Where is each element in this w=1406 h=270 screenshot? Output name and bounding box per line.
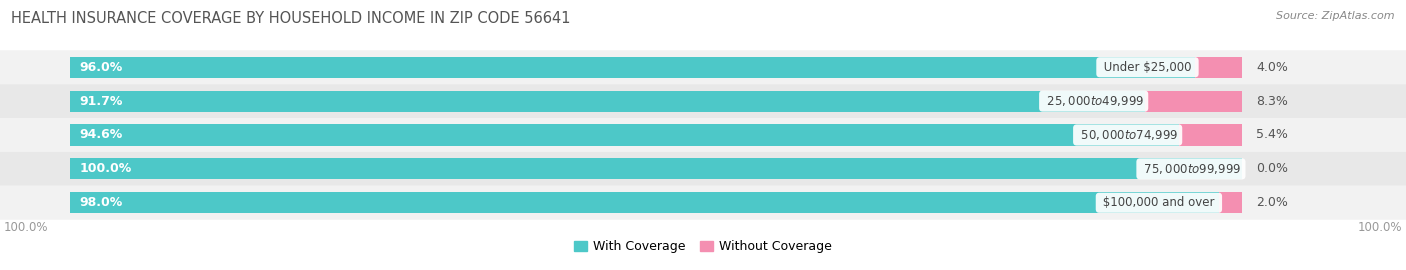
Bar	[1195, 57, 1241, 78]
Text: Under $25,000: Under $25,000	[1099, 61, 1195, 74]
Text: HEALTH INSURANCE COVERAGE BY HOUSEHOLD INCOME IN ZIP CODE 56641: HEALTH INSURANCE COVERAGE BY HOUSEHOLD I…	[11, 11, 571, 26]
Text: 100.0%: 100.0%	[1358, 221, 1402, 234]
Text: 98.0%: 98.0%	[80, 196, 122, 209]
FancyBboxPatch shape	[0, 118, 1406, 152]
Bar	[70, 158, 1241, 179]
Bar	[70, 57, 1195, 78]
Text: $25,000 to $49,999: $25,000 to $49,999	[1043, 94, 1144, 108]
Bar	[1178, 124, 1241, 146]
Bar	[1219, 192, 1241, 213]
Legend: With Coverage, Without Coverage: With Coverage, Without Coverage	[574, 240, 832, 253]
Bar	[70, 91, 1144, 112]
Text: Source: ZipAtlas.com: Source: ZipAtlas.com	[1277, 11, 1395, 21]
Text: 100.0%: 100.0%	[80, 162, 132, 176]
Text: 91.7%: 91.7%	[80, 94, 124, 108]
Text: 0.0%: 0.0%	[1256, 162, 1288, 176]
Bar	[70, 192, 1219, 213]
Text: $75,000 to $99,999: $75,000 to $99,999	[1140, 162, 1241, 176]
Text: $50,000 to $74,999: $50,000 to $74,999	[1077, 128, 1178, 142]
Text: $100,000 and over: $100,000 and over	[1099, 196, 1219, 209]
Text: 100.0%: 100.0%	[4, 221, 48, 234]
FancyBboxPatch shape	[0, 84, 1406, 118]
Text: 4.0%: 4.0%	[1256, 61, 1288, 74]
Text: 94.6%: 94.6%	[80, 129, 122, 141]
FancyBboxPatch shape	[0, 152, 1406, 186]
Bar	[70, 124, 1178, 146]
Text: 8.3%: 8.3%	[1256, 94, 1288, 108]
Text: 2.0%: 2.0%	[1256, 196, 1288, 209]
FancyBboxPatch shape	[0, 50, 1406, 84]
Bar	[1144, 91, 1241, 112]
Text: 96.0%: 96.0%	[80, 61, 122, 74]
FancyBboxPatch shape	[0, 186, 1406, 220]
Text: 5.4%: 5.4%	[1256, 129, 1288, 141]
